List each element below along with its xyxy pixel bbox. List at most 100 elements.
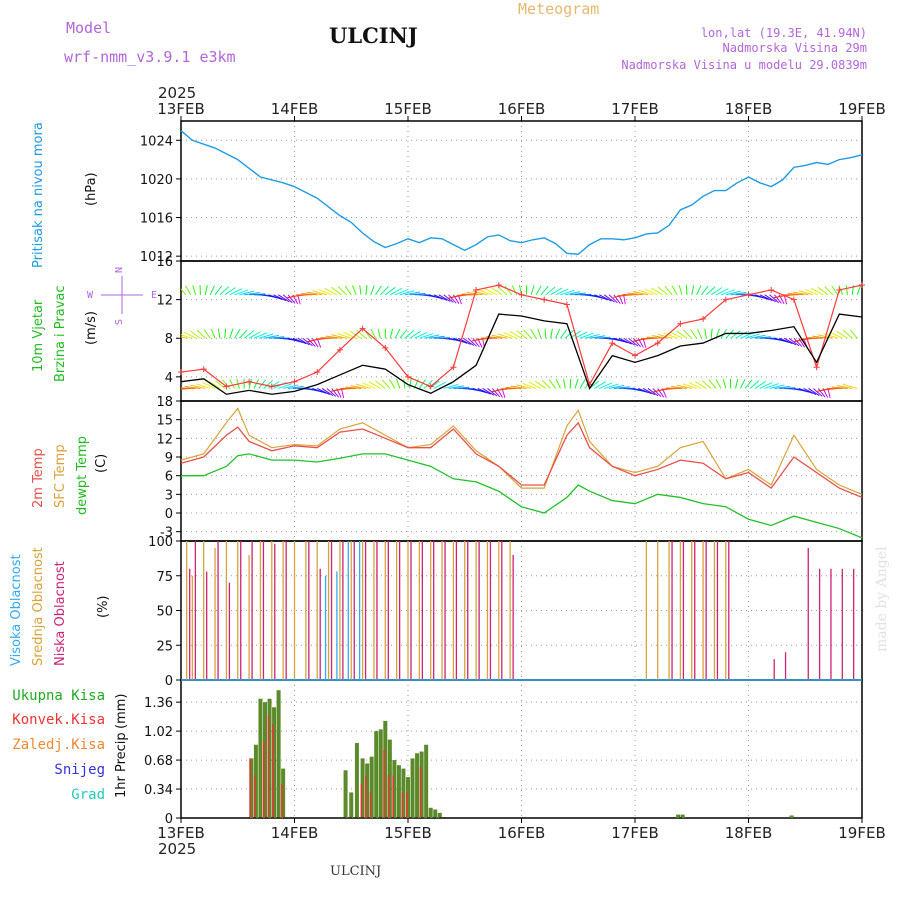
precip-total-bar (354, 743, 359, 818)
wind-barb (530, 328, 537, 339)
compass-south: S (114, 319, 125, 325)
precip-conv-bar (365, 775, 367, 818)
wind-barb (448, 385, 465, 389)
ytick-label: 15 (156, 414, 173, 429)
ytick-label: 25 (156, 639, 173, 654)
wind-barb (244, 292, 260, 296)
wind-barb (560, 289, 575, 296)
wind-barb (258, 333, 274, 339)
precip-total-bar (680, 814, 685, 818)
wind-speed-line (180, 313, 863, 395)
wind-barb (268, 380, 280, 389)
wind-barb (196, 329, 206, 339)
wind-barb (735, 378, 739, 389)
wind-gust-marker (291, 378, 298, 385)
wind-barb (793, 337, 803, 347)
ytick-label: 4 (165, 371, 173, 386)
wind-barb (239, 329, 248, 339)
wind-barb (409, 292, 426, 296)
wind-barb (404, 291, 421, 296)
t2m-line (180, 421, 863, 499)
meteogram-label: Meteogram (518, 0, 599, 18)
wind-gust-marker (677, 320, 684, 327)
wind-barb (628, 337, 639, 347)
wind-barb (484, 288, 498, 296)
wind-barb (253, 379, 260, 389)
wind-barb (301, 292, 318, 296)
wind-barb (209, 285, 215, 296)
precip-total-bar (349, 792, 354, 818)
precip-total-bar (378, 729, 383, 818)
wind-barb (189, 330, 201, 339)
wind-barb (697, 328, 702, 339)
wind-barb (657, 286, 668, 296)
ytick-label: 1020 (140, 173, 173, 188)
wind-barb (472, 337, 480, 348)
wind-barb (229, 328, 234, 339)
wind-barb (181, 333, 191, 339)
footer-station: ULCINJ (330, 864, 381, 879)
wind-barb (608, 294, 618, 304)
wind-barb (638, 387, 652, 395)
wind-barb (268, 294, 283, 300)
precip-total-bar (396, 765, 401, 818)
wind-barb (192, 285, 197, 295)
precip-unit: (mm) (114, 694, 129, 729)
ytick-label: 9 (165, 451, 173, 466)
wind-barb (509, 331, 522, 339)
wind-barb (505, 386, 522, 389)
wind-barb (438, 294, 451, 302)
wind-barb (545, 286, 556, 296)
wind-barb (380, 286, 389, 296)
wind-barb (827, 388, 831, 399)
time-label-top: 15FEB (384, 100, 431, 118)
wind-barb (234, 328, 241, 339)
cloud-mid-ylabel: Srednja Oblacnost (31, 547, 46, 666)
precip-conv-bar (262, 741, 265, 818)
precip-total-bar (419, 751, 424, 818)
wind-barb (229, 288, 243, 296)
wind-barb (783, 337, 797, 346)
wind-barb (817, 388, 826, 398)
precip-conv-bar (267, 715, 270, 818)
wind-barb (798, 290, 814, 296)
legend-freezing: Zaledj.Kisa (12, 737, 105, 753)
wind-barb (623, 294, 626, 305)
wind-barb (312, 387, 327, 394)
precip-total-bar (433, 809, 438, 818)
wind-barb (467, 337, 477, 347)
wind-barb (350, 385, 366, 389)
wind-barb (651, 335, 668, 339)
wind-barb (759, 381, 773, 389)
wind-barb (669, 331, 683, 339)
wind-barb (516, 384, 532, 389)
wind-barb (472, 387, 488, 394)
wind-barb (389, 287, 403, 296)
wind-barb (523, 329, 532, 339)
wind-gust-marker (700, 315, 707, 322)
wind-barb (548, 379, 556, 389)
wind-barb (234, 289, 249, 296)
ytick-label: 6 (165, 470, 173, 485)
precip-conv-bar (249, 758, 251, 818)
precip-total-bar (392, 760, 397, 818)
wind-barb (278, 383, 293, 389)
wind-barb (491, 388, 501, 398)
precip-conv-bar (281, 783, 283, 818)
wind-barb (537, 328, 542, 339)
wind-barb (399, 329, 408, 339)
wind-barb (204, 285, 208, 295)
watermark: made by Angel (874, 546, 890, 652)
wind-barb (798, 387, 813, 394)
wind-barb (560, 329, 568, 339)
wind-barb (574, 378, 579, 389)
wind-barb (239, 290, 255, 296)
precip-total-bar (343, 770, 348, 818)
wind-gust-marker (382, 344, 389, 351)
cloud-high-ylabel: Visoka Oblacnost (9, 554, 24, 666)
wind-barb (522, 382, 537, 389)
wind-barb (318, 288, 332, 296)
wind-barb (394, 288, 409, 296)
wind-barb (263, 380, 273, 389)
precip-total-bar (365, 763, 370, 818)
